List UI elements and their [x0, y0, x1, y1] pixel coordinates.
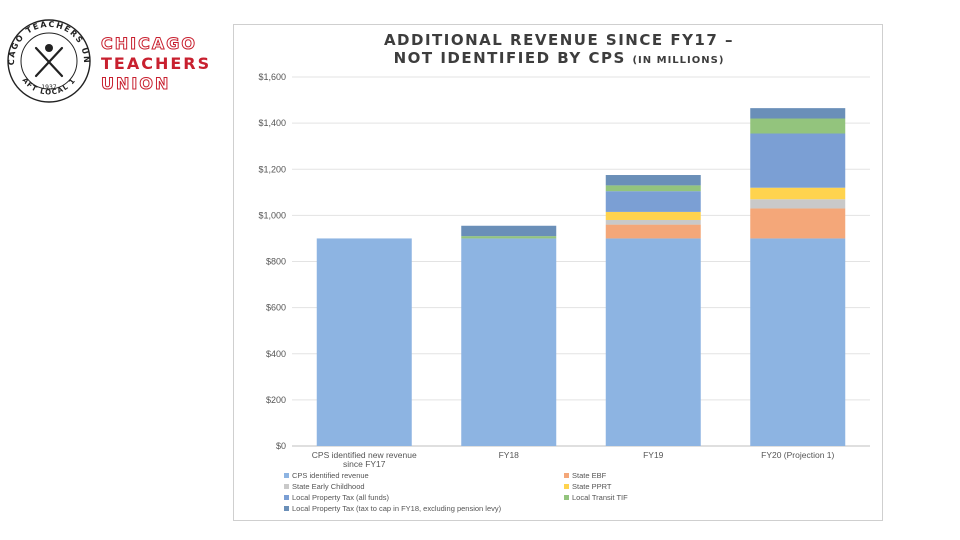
legend-swatch [564, 495, 569, 500]
union-seal-logo: CHICAGO TEACHERS UNION AFT LOCAL 1 1937 [2, 18, 91, 103]
bar-segment [316, 238, 412, 446]
legend-label: State EBF [572, 471, 607, 480]
legend-label: Local Property Tax (all funds) [292, 493, 389, 502]
bar-segment [750, 118, 846, 134]
x-tick-label: CPS identified new revenue [312, 450, 417, 460]
seal-year: 1937 [41, 84, 56, 91]
x-tick-label: FY19 [643, 450, 664, 460]
chart-title-main: NOT IDENTIFIED BY CPS [393, 49, 626, 67]
legend-swatch [284, 495, 289, 500]
stacked-bar-chart: $0 $200 $400 $600 $800 $1,000 $1,200 $1,400 $1,6… [258, 72, 870, 469]
legend-item: Local Property Tax (all funds) [284, 493, 389, 502]
bar-segment [605, 238, 701, 446]
chart-panel: ADDITIONAL REVENUE SINCE FY17 – NOT IDEN… [233, 24, 883, 521]
y-tick-label: $600 [266, 303, 286, 313]
legend-item: CPS identified revenue [284, 471, 369, 480]
legend-item: State EBF [564, 471, 606, 480]
brand-wordmark: CHICAGO TEACHERS UNION [100, 34, 212, 94]
y-tick-label: $400 [266, 349, 286, 359]
y-tick-label: $1,000 [258, 210, 286, 220]
chart-title-line2: NOT IDENTIFIED BY CPS (IN MILLIONS) [234, 49, 884, 67]
legend-label: State PPRT [572, 482, 612, 491]
bar-segment [750, 108, 846, 119]
bar-segment [461, 236, 557, 239]
legend-item: Local Property Tax (tax to cap in FY18, … [284, 504, 501, 513]
brand-line-teachers: TEACHERS [101, 54, 212, 73]
bar-segment [605, 211, 701, 220]
legend-item: Local Transit TIF [564, 493, 628, 502]
legend-item: State Early Childhood [284, 482, 365, 491]
bar-segment [461, 225, 557, 237]
legend-item: State PPRT [564, 482, 611, 491]
x-tick-label: since FY17 [343, 459, 386, 469]
bar-segment [605, 175, 701, 186]
legend-swatch [564, 484, 569, 489]
bar-segment [750, 133, 846, 188]
chart-title-units: (IN MILLIONS) [632, 55, 725, 66]
x-tick-label: FY20 (Projection 1) [761, 450, 834, 460]
y-tick-label: $1,400 [258, 118, 286, 128]
legend-swatch [284, 484, 289, 489]
brand-line-union: UNION [100, 74, 171, 94]
bar-segment [605, 224, 701, 239]
y-tick-label: $800 [266, 257, 286, 267]
crossed-tools-icon [34, 46, 64, 78]
bar-segment [605, 191, 701, 212]
bar-segment [750, 238, 846, 446]
legend-label: Local Property Tax (tax to cap in FY18, … [292, 504, 502, 513]
y-tick-label: $200 [266, 395, 286, 405]
legend-label: State Early Childhood [292, 482, 365, 491]
bar-segment [750, 208, 846, 239]
y-tick-label: $1,200 [258, 164, 286, 174]
legend-swatch [564, 473, 569, 478]
x-tick-label: FY18 [499, 450, 520, 460]
y-tick-label: $1,600 [258, 72, 286, 82]
bar-segment [750, 199, 846, 209]
legend-label: Local Transit TIF [572, 493, 628, 502]
chart-title-line1: ADDITIONAL REVENUE SINCE FY17 – [383, 31, 735, 49]
legend-swatch [284, 473, 289, 478]
legend-label: CPS identified revenue [292, 471, 369, 480]
legend-swatch [284, 506, 289, 511]
bar-segment [461, 238, 557, 446]
bar-segment [605, 219, 701, 225]
bar-segment [750, 187, 846, 200]
bar-segment [605, 185, 701, 192]
y-tick-label: $0 [276, 441, 286, 451]
brand-line-chicago: CHICAGO [100, 34, 197, 54]
